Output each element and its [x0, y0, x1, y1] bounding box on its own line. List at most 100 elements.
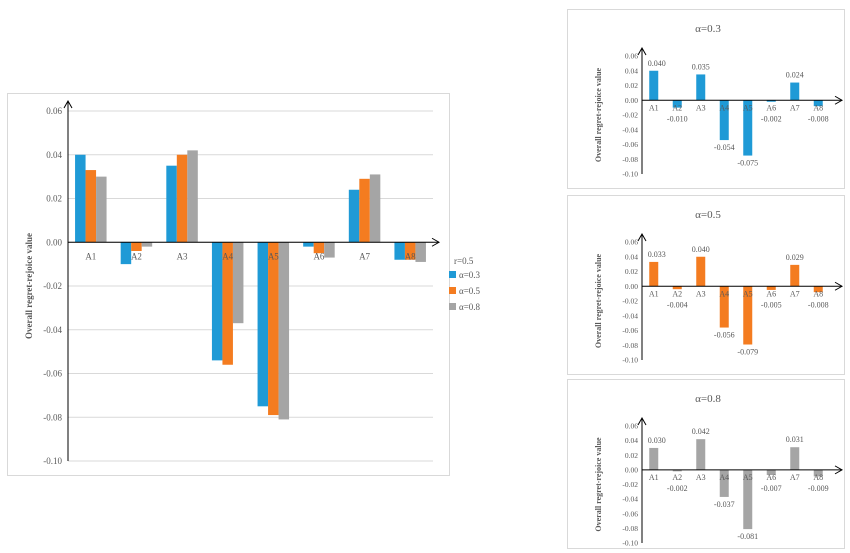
bar	[359, 178, 370, 243]
small-chart-alpha-0-5: α=0.5 0.06 0.04 0.02 0.00 -0.02 -0.04 -0.06 -0.0…	[567, 195, 845, 375]
bar	[131, 242, 142, 251]
x-tick-label: A2	[672, 289, 682, 298]
x-axis-head	[431, 237, 441, 247]
bar	[813, 469, 823, 477]
x-axis-head	[834, 465, 844, 475]
bar	[790, 447, 800, 470]
data-label: -0.008	[808, 114, 829, 123]
bar	[696, 439, 706, 470]
y-tick-label: -0.08	[622, 524, 638, 533]
x-tick-label: A5	[743, 473, 753, 482]
y-tick-label: 0.00	[625, 465, 638, 474]
data-label: -0.079	[737, 348, 758, 357]
legend-swatch	[449, 287, 456, 294]
y-tick-label: -0.02	[43, 281, 62, 291]
bar	[719, 286, 729, 328]
y-tick-label: 0.04	[625, 66, 638, 75]
bar	[85, 170, 97, 243]
y-axis-head	[637, 46, 647, 56]
y-tick-label: 0.02	[625, 267, 638, 276]
x-tick-label: A1	[649, 289, 659, 298]
y-tick-label: -0.10	[622, 539, 638, 548]
bar	[369, 174, 381, 243]
bar	[187, 150, 198, 243]
y-tick-label: -0.04	[622, 125, 638, 134]
bar	[166, 165, 177, 243]
legend-swatch	[449, 303, 456, 310]
y-tick-label: -0.10	[622, 170, 638, 179]
bar	[672, 100, 682, 108]
y-tick-label: 0.04	[625, 436, 638, 445]
small-chart-alpha-0-8: α=0.8 0.06 0.04 0.02 0.00 -0.02 -0.04 -0.06 -0.0…	[567, 379, 845, 549]
y-tick-label: -0.04	[622, 311, 638, 320]
bar	[813, 286, 823, 293]
x-axis-head	[834, 281, 844, 291]
x-tick-label: A2	[672, 103, 682, 112]
y-tick-label: 0.02	[46, 194, 62, 204]
bar	[790, 82, 800, 101]
data-label: 0.029	[786, 253, 804, 262]
bar	[766, 286, 776, 290]
y-axis-head	[63, 99, 73, 109]
y-tick-label: -0.02	[622, 111, 638, 120]
bar	[813, 100, 823, 107]
y-tick-label: 0.00	[625, 96, 638, 105]
bar	[766, 469, 776, 475]
bar	[75, 154, 86, 243]
y-tick-label: -0.02	[622, 297, 638, 306]
bar	[696, 74, 706, 101]
data-label: 0.040	[648, 59, 666, 68]
small-chart-alpha-0-3: α=0.3 0.06 0.04 0.02 0.00 -0.02 -0.04 -0.06 -0.0…	[567, 9, 845, 189]
x-tick-label: A7	[359, 251, 370, 261]
bar	[222, 242, 233, 365]
x-tick-label: A1	[649, 473, 659, 482]
data-label: -0.007	[761, 484, 782, 493]
data-label: -0.010	[667, 114, 688, 123]
x-tick-label: A8	[405, 251, 416, 261]
y-tick-label: 0.00	[46, 237, 62, 247]
y-axis-title: Overall regret-rejoice value	[24, 233, 34, 339]
x-tick-label: A5	[743, 289, 753, 298]
y-tick-label: -0.10	[622, 356, 638, 365]
x-tick-label: A8	[813, 103, 823, 112]
x-tick-label: A7	[790, 289, 800, 298]
y-axis-title: Overall regret-rejoice value	[594, 437, 603, 532]
bar	[120, 242, 132, 265]
x-tick-label: A8	[813, 289, 823, 298]
y-tick-label: -0.10	[43, 456, 62, 466]
data-label: -0.005	[761, 300, 782, 309]
bar	[672, 469, 682, 472]
legend-swatch	[449, 271, 456, 278]
bar	[649, 261, 659, 287]
data-label: 0.033	[648, 250, 666, 259]
bar	[696, 256, 706, 287]
chart-title: α=0.3	[695, 23, 721, 35]
data-label: 0.042	[692, 427, 710, 436]
legend-label: α=0.3	[459, 270, 481, 280]
data-label: -0.004	[667, 300, 688, 309]
bar	[415, 242, 426, 262]
bar	[232, 242, 244, 324]
x-tick-label: A6	[313, 251, 324, 261]
small-chart-alpha-0-3-svg: α=0.3 0.06 0.04 0.02 0.00 -0.02 -0.04 -0.06 -0.0…	[594, 23, 844, 179]
x-tick-label: A8	[813, 473, 823, 482]
bar	[278, 242, 290, 420]
bar	[719, 469, 729, 497]
main-chart: 0.06 0.04 0.02 0.00 -0.02 -0.04 -0.06 -0.08 -0.1…	[7, 93, 481, 476]
y-tick-label: -0.04	[622, 495, 638, 504]
bar	[719, 100, 729, 141]
legend-label: α=0.8	[459, 302, 481, 312]
data-label: 0.031	[786, 435, 804, 444]
y-tick-label: 0.00	[625, 282, 638, 291]
x-tick-label: A5	[268, 251, 279, 261]
y-axis-head	[637, 416, 647, 426]
data-label: -0.056	[714, 331, 735, 340]
y-tick-label: -0.06	[622, 509, 638, 518]
y-tick-label: -0.08	[622, 155, 638, 164]
y-tick-label: -0.08	[43, 412, 62, 422]
data-label: 0.030	[648, 436, 666, 445]
x-tick-label: A4	[719, 473, 729, 482]
bar	[268, 242, 279, 416]
y-tick-label: -0.06	[622, 326, 638, 335]
legend-label: α=0.5	[459, 286, 481, 296]
